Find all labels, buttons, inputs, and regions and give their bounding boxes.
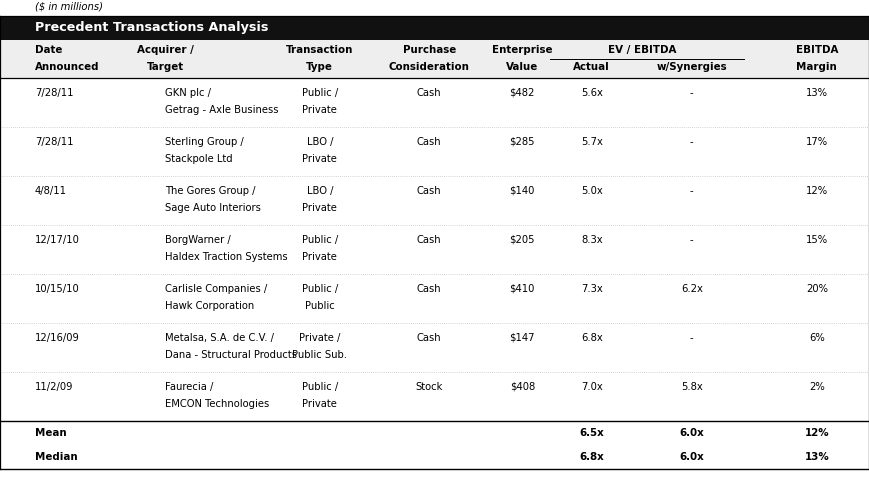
Text: Cash: Cash [417, 235, 441, 245]
Text: Transaction: Transaction [286, 45, 354, 55]
Text: 5.6x: 5.6x [580, 88, 603, 98]
Text: Purchase: Purchase [402, 45, 456, 55]
Text: 17%: 17% [806, 137, 828, 147]
Text: 6.8x: 6.8x [580, 452, 604, 462]
Text: LBO /: LBO / [307, 186, 333, 196]
Text: Public: Public [305, 301, 335, 311]
Text: -: - [690, 186, 693, 196]
Text: $205: $205 [509, 235, 535, 245]
Text: 6.0x: 6.0x [680, 428, 704, 438]
Text: Haldex Traction Systems: Haldex Traction Systems [165, 252, 288, 262]
Text: $482: $482 [509, 88, 535, 98]
Text: -: - [690, 235, 693, 245]
Text: 15%: 15% [806, 235, 828, 245]
Text: Private: Private [302, 154, 337, 164]
Text: 11/2/09: 11/2/09 [35, 382, 73, 392]
Text: Median: Median [35, 452, 77, 462]
Text: Type: Type [307, 62, 333, 72]
Text: 12/16/09: 12/16/09 [35, 333, 80, 343]
Text: 2%: 2% [809, 382, 825, 392]
Text: LBO /: LBO / [307, 137, 333, 147]
Text: 6%: 6% [809, 333, 825, 343]
Text: Precedent Transactions Analysis: Precedent Transactions Analysis [35, 22, 269, 35]
Text: Cash: Cash [417, 284, 441, 294]
Text: 7/28/11: 7/28/11 [35, 88, 73, 98]
Text: Public /: Public / [302, 284, 338, 294]
Text: Public /: Public / [302, 88, 338, 98]
Text: 12%: 12% [806, 186, 828, 196]
Text: Enterprise: Enterprise [492, 45, 553, 55]
Text: $410: $410 [509, 284, 535, 294]
Text: 6.5x: 6.5x [580, 428, 604, 438]
Text: Public /: Public / [302, 235, 338, 245]
Text: Stock: Stock [415, 382, 443, 392]
Text: -: - [690, 333, 693, 343]
Text: The Gores Group /: The Gores Group / [165, 186, 255, 196]
Bar [0, 16, 869, 40]
Text: Value: Value [506, 62, 539, 72]
Text: -: - [690, 88, 693, 98]
Text: 7.3x: 7.3x [580, 284, 603, 294]
Text: Cash: Cash [417, 137, 441, 147]
Text: 7.0x: 7.0x [580, 382, 603, 392]
Bar [0, 40, 869, 78]
Text: 7/28/11: 7/28/11 [35, 137, 73, 147]
Text: Public /: Public / [302, 382, 338, 392]
Text: -: - [690, 137, 693, 147]
Text: Acquirer /: Acquirer / [136, 45, 194, 55]
Text: Mean: Mean [35, 428, 66, 438]
Text: GKN plc /: GKN plc / [165, 88, 211, 98]
Text: Announced: Announced [35, 62, 99, 72]
Text: Consideration: Consideration [388, 62, 470, 72]
Text: 5.0x: 5.0x [580, 186, 603, 196]
Text: $285: $285 [509, 137, 535, 147]
Text: Hawk Corporation: Hawk Corporation [165, 301, 255, 311]
Text: Dana - Structural Products: Dana - Structural Products [165, 350, 297, 360]
Text: 8.3x: 8.3x [581, 235, 602, 245]
Text: Cash: Cash [417, 186, 441, 196]
Text: BorgWarner /: BorgWarner / [165, 235, 231, 245]
Text: Private: Private [302, 203, 337, 213]
Text: 5.7x: 5.7x [580, 137, 603, 147]
Text: $140: $140 [509, 186, 535, 196]
Text: Sage Auto Interiors: Sage Auto Interiors [165, 203, 261, 213]
Text: 20%: 20% [806, 284, 828, 294]
Text: Faurecia /: Faurecia / [165, 382, 214, 392]
Text: Margin: Margin [797, 62, 837, 72]
Text: EV / EBITDA: EV / EBITDA [607, 45, 676, 55]
Text: Sterling Group /: Sterling Group / [165, 137, 244, 147]
Text: EBITDA: EBITDA [796, 45, 838, 55]
Text: Private: Private [302, 252, 337, 262]
Text: Actual: Actual [574, 62, 610, 72]
Text: 12%: 12% [805, 428, 829, 438]
Text: Public Sub.: Public Sub. [292, 350, 348, 360]
Text: $147: $147 [509, 333, 535, 343]
Text: ($ in millions): ($ in millions) [35, 2, 103, 12]
Text: Getrag - Axle Business: Getrag - Axle Business [165, 105, 279, 115]
Text: Cash: Cash [417, 333, 441, 343]
Text: Private /: Private / [299, 333, 341, 343]
Text: w/Synergies: w/Synergies [656, 62, 727, 72]
Text: Date: Date [35, 45, 63, 55]
Text: 6.2x: 6.2x [680, 284, 703, 294]
Text: Private: Private [302, 399, 337, 409]
Text: 12/17/10: 12/17/10 [35, 235, 80, 245]
Text: Metalsa, S.A. de C.V. /: Metalsa, S.A. de C.V. / [165, 333, 274, 343]
Text: $408: $408 [509, 382, 535, 392]
Text: Private: Private [302, 105, 337, 115]
Text: Cash: Cash [417, 88, 441, 98]
Text: 6.8x: 6.8x [580, 333, 603, 343]
Text: 4/8/11: 4/8/11 [35, 186, 67, 196]
Text: 13%: 13% [805, 452, 829, 462]
Text: 13%: 13% [806, 88, 828, 98]
Text: Stackpole Ltd: Stackpole Ltd [165, 154, 233, 164]
Text: 6.0x: 6.0x [680, 452, 704, 462]
Text: Target: Target [147, 62, 183, 72]
Text: 5.8x: 5.8x [680, 382, 703, 392]
Text: 10/15/10: 10/15/10 [35, 284, 79, 294]
Text: Carlisle Companies /: Carlisle Companies / [165, 284, 268, 294]
Text: EMCON Technologies: EMCON Technologies [165, 399, 269, 409]
